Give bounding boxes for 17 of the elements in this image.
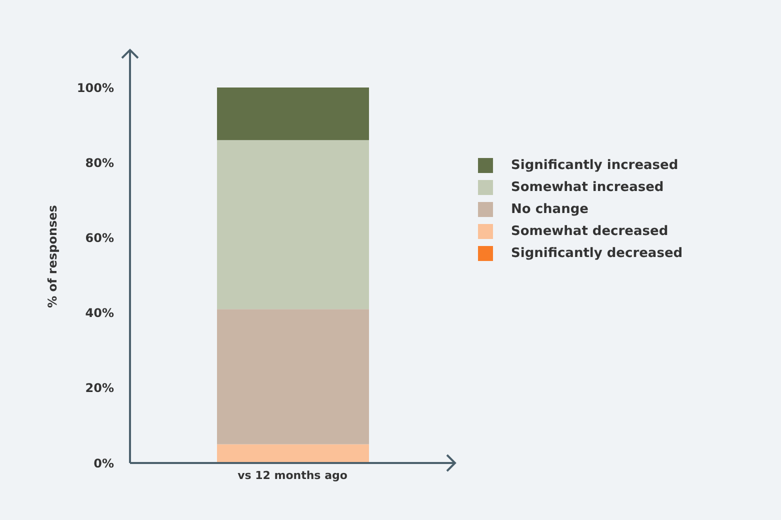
y-tick-label: 40% [85, 306, 114, 320]
y-tick-label: 80% [85, 156, 114, 170]
y-tick-label: 100% [76, 80, 114, 95]
y-tick-label: 60% [85, 230, 114, 245]
y-tick-label: 20% [85, 381, 114, 396]
bar [217, 309, 369, 444]
y-axis-title: % of responses [45, 205, 60, 308]
bar [217, 140, 369, 310]
legend-label: Significantly decreased [511, 246, 683, 261]
y-tick-label: 0% [94, 456, 114, 470]
x-tick-label: vs 12 months ago [238, 468, 348, 482]
legend-label: Somewhat decreased [511, 224, 668, 239]
legend-label: No change [511, 202, 588, 217]
bar [217, 88, 369, 140]
legend-label: Significantly increased [511, 158, 678, 173]
bar [217, 444, 369, 463]
legend-label: Somewhat increased [511, 180, 664, 195]
